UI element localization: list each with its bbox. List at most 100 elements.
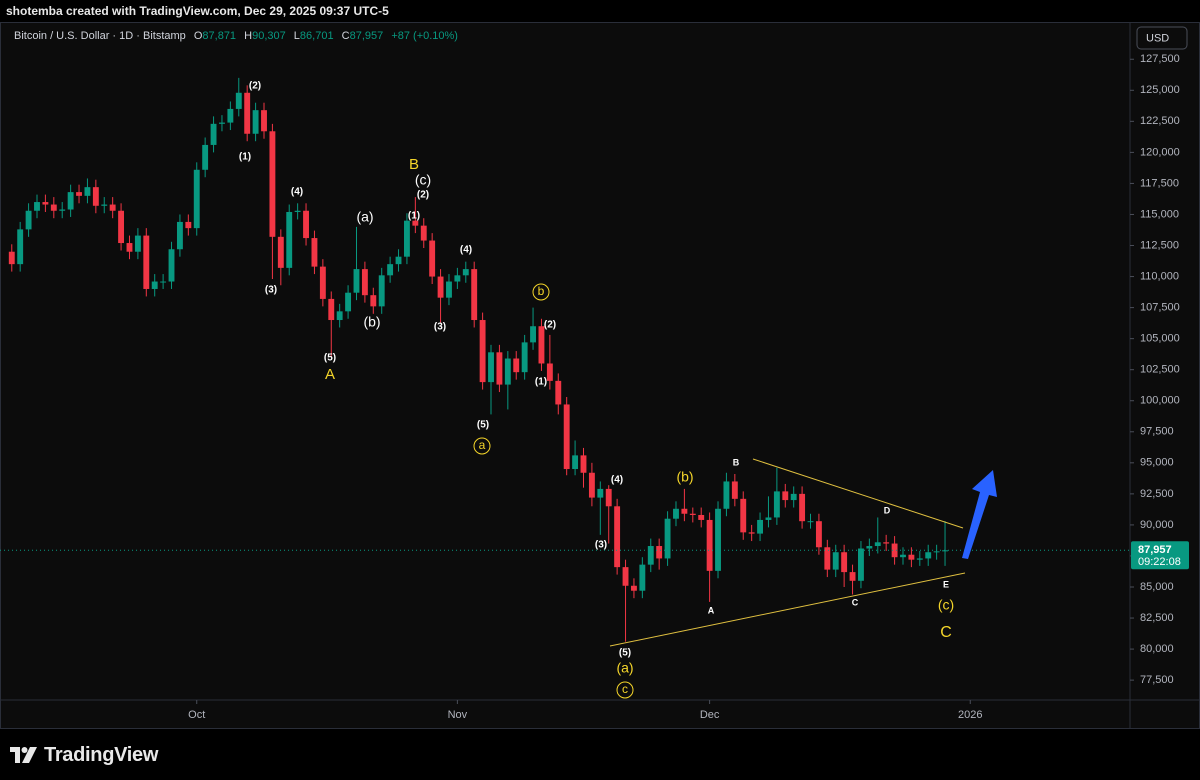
candle-body	[605, 488, 612, 507]
wave-label: (1)	[408, 211, 420, 222]
candle-body	[538, 326, 545, 364]
wave-label: (5)	[619, 648, 631, 659]
y-tick-label: 100,000	[1140, 395, 1180, 407]
candle-body	[883, 542, 890, 544]
wave-label: c	[622, 682, 628, 696]
candle-body	[504, 358, 511, 385]
ohlc-key: O	[193, 30, 203, 42]
wave-label: D	[884, 505, 891, 515]
wave-label: E	[943, 579, 949, 589]
candle-body	[664, 518, 671, 559]
candle-body	[437, 276, 444, 298]
candle-body	[723, 481, 730, 509]
ohlc-value: 86,701	[299, 30, 334, 42]
wave-circle	[616, 681, 634, 699]
y-tick-label: 90,000	[1140, 519, 1174, 531]
candle-body	[496, 352, 503, 385]
candle-body	[345, 292, 352, 312]
x-tick-label: Oct	[188, 709, 205, 721]
wave-label: (1)	[239, 152, 251, 163]
wave-label: (b)	[363, 314, 380, 330]
candle-body	[311, 238, 318, 267]
countdown: 09:22:08	[1138, 556, 1181, 568]
y-tick-label: 80,000	[1140, 643, 1174, 655]
ohlc-key: L	[293, 30, 300, 42]
ohlc-key: C	[341, 30, 350, 42]
x-tick-label: Dec	[700, 709, 720, 721]
candle-body	[134, 235, 141, 252]
candle-body	[656, 546, 663, 559]
ohlc-value: 87,871	[202, 30, 237, 42]
candle-body	[109, 204, 116, 211]
candle-body	[925, 552, 932, 559]
candle-body	[824, 547, 831, 570]
y-tick-label: 92,500	[1140, 488, 1174, 500]
y-tick-label: 120,000	[1140, 146, 1180, 158]
wave-label: (4)	[460, 245, 472, 256]
candle-body	[555, 380, 562, 405]
x-tick-label: Nov	[448, 709, 468, 721]
candle-body	[748, 532, 755, 534]
wave-label: C	[940, 624, 952, 641]
candle-body	[143, 235, 150, 289]
candle-body	[176, 221, 183, 250]
candle-body	[563, 404, 570, 470]
candle-body	[597, 488, 604, 498]
candle-body	[841, 552, 848, 573]
candle-body	[84, 187, 91, 196]
candle-body	[50, 204, 57, 211]
candle-body	[67, 192, 74, 210]
candle-body	[420, 225, 427, 241]
y-tick-label: 110,000	[1140, 270, 1179, 282]
footer: TradingView	[10, 740, 158, 770]
candle-body	[219, 122, 225, 124]
candle-body	[471, 269, 478, 321]
candle-body	[193, 169, 200, 229]
candle-body	[286, 211, 293, 268]
candle-body	[353, 269, 360, 293]
candle-body	[446, 281, 452, 298]
candle-body	[521, 342, 528, 373]
candle-body	[92, 187, 99, 206]
candle-body	[874, 542, 881, 547]
candle-body	[689, 513, 696, 515]
wave-label: (3)	[595, 540, 607, 551]
y-tick-label: 122,500	[1140, 115, 1180, 127]
candle-body	[319, 266, 326, 299]
wave-label: A	[325, 366, 335, 383]
candle-body	[202, 144, 209, 170]
candle-body	[403, 220, 410, 257]
candle-body	[412, 220, 419, 226]
candle-body	[740, 498, 747, 533]
candle-body	[933, 551, 940, 553]
wave-label: (3)	[434, 322, 446, 333]
x-tick-label: 2026	[958, 709, 982, 721]
currency-box[interactable]	[1136, 26, 1188, 50]
wave-label: (2)	[249, 81, 261, 92]
candle-body	[773, 491, 780, 518]
candle-body	[513, 358, 520, 373]
candle-body	[731, 481, 738, 499]
candle-body	[647, 546, 654, 565]
candle-body	[34, 202, 40, 211]
candle-body	[639, 564, 646, 591]
candle-body	[614, 506, 621, 568]
wave-label: (2)	[544, 320, 556, 331]
brand-logo	[10, 747, 37, 763]
candle-body	[546, 363, 553, 381]
wave-label: B	[409, 156, 419, 173]
y-tick-label: 127,500	[1140, 53, 1180, 65]
candle-body	[303, 210, 309, 239]
byline: shotemba created with TradingView.com, D…	[6, 4, 389, 18]
candle-body	[757, 519, 764, 534]
candle-body	[790, 493, 797, 501]
candle-body	[908, 554, 915, 560]
candle-body	[101, 204, 108, 206]
symbol-legend: Bitcoin / U.S. Dollar · 1D · Bitstamp O8…	[14, 30, 458, 42]
candle-body	[59, 209, 66, 211]
candle-body	[488, 352, 494, 383]
wave-label: (4)	[291, 187, 303, 198]
y-tick-label: 102,500	[1140, 364, 1180, 376]
y-tick-label: 77,500	[1140, 674, 1174, 686]
